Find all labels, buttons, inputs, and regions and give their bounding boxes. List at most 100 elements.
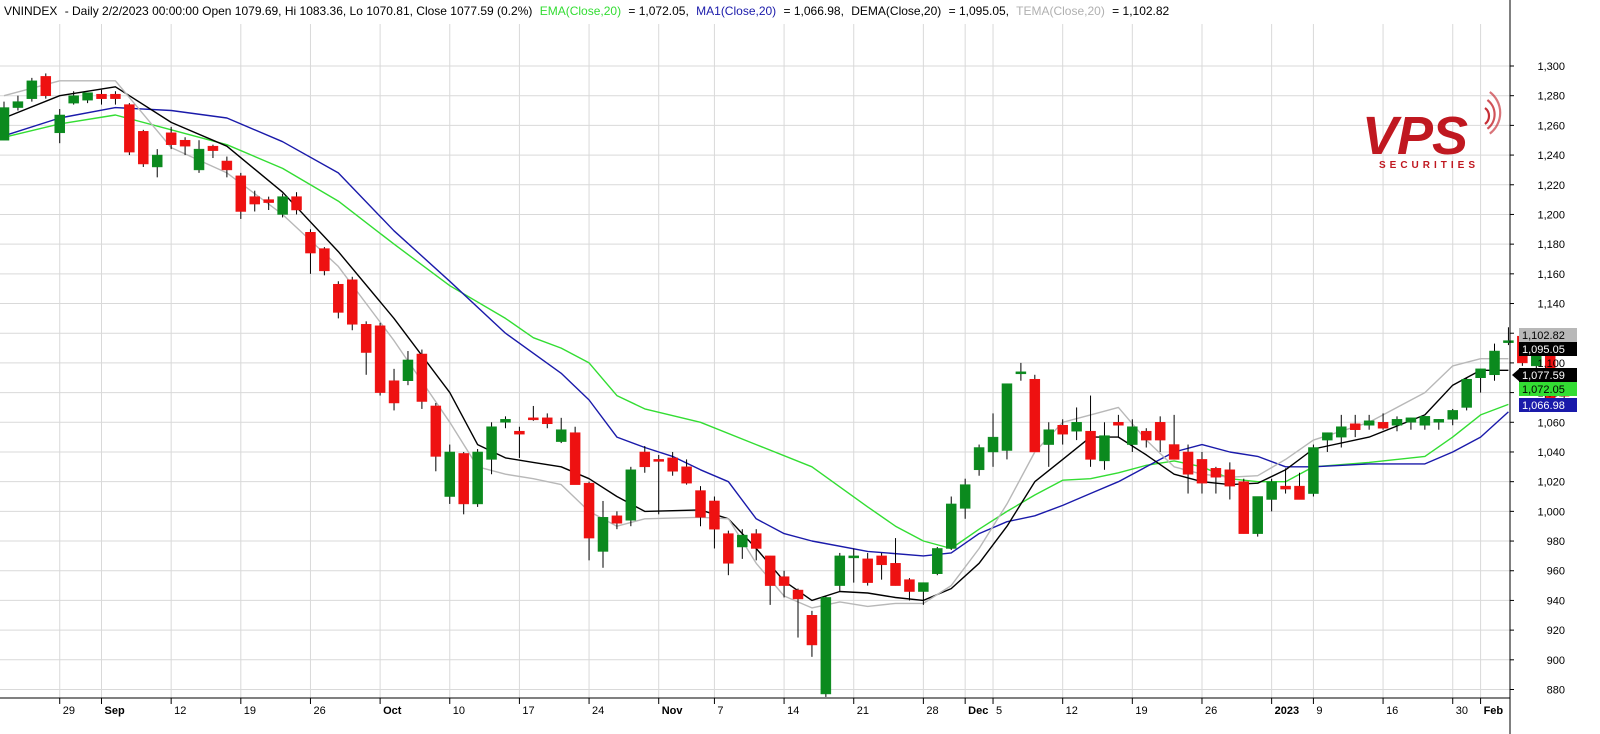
candle-body [1154,422,1166,441]
candle [96,89,107,105]
candle [611,511,623,530]
candle [40,73,52,99]
candle [1349,414,1361,438]
y-tick-label: 940 [1547,595,1565,607]
value-tag: 1,077.59 [1512,368,1577,382]
candle-body [96,93,107,99]
value-tag-label: 1,072.05 [1522,384,1565,396]
indicator-lines [3,80,1509,609]
candle [374,322,386,396]
ma-legend-label: MA1(Close,20) [696,4,776,18]
candle [862,552,873,586]
logo-signal-arc [1489,91,1502,135]
candle [1196,451,1208,494]
candle [1141,428,1152,448]
logo-subtext: SECURITIES [1379,160,1479,171]
candle [1182,444,1194,494]
candle [1433,419,1445,430]
candle [918,582,929,605]
candle [806,610,818,657]
x-tick-label: 12 [1066,705,1078,717]
candle [904,578,915,601]
candle-body [124,104,135,153]
candle-body [1349,423,1361,430]
candle-body [165,132,177,145]
candle-body [834,555,846,586]
candle [1447,408,1458,426]
value-tag-box [1519,382,1577,396]
x-tick-label: 21 [857,705,869,717]
candle [750,529,762,561]
candle-body [305,232,316,254]
candle-body [1196,459,1208,484]
candle-body [1294,485,1305,500]
candle [1391,416,1403,432]
candle-body [820,597,832,695]
candle-body [542,417,553,425]
x-tick-label: 30 [1456,705,1468,717]
candle [820,595,832,697]
candle-body [416,353,428,402]
candle-body [1322,432,1333,441]
candle-body [862,558,873,583]
series-tema-line [3,80,1509,609]
x-tick-label: 9 [1316,705,1322,717]
candle-body [1405,417,1417,423]
value-tag-arrow [1512,368,1520,382]
candle-body [1015,371,1027,375]
candles [0,73,1570,697]
value-tag-label: 1,095.05 [1522,344,1565,356]
candle [402,351,414,386]
candle [82,92,93,104]
tema-legend-value: = 1,102.82 [1112,4,1169,18]
candle-body [681,466,692,484]
value-tag: 1,102.82 [1519,328,1577,342]
candle [1057,419,1068,445]
candle [277,193,288,218]
candle [1280,468,1291,494]
candle [1461,377,1472,411]
candle [1475,368,1486,393]
x-tick-label: 17 [522,705,534,717]
candle-body [945,503,957,549]
candle-body [876,555,887,566]
candle [1099,422,1110,470]
candle-body [263,199,274,203]
x-tick-label: 14 [787,705,799,717]
x-tick-label: 12 [174,705,186,717]
candle [12,95,24,111]
x-tick-label: 7 [717,705,723,717]
candle [834,552,846,592]
candle-body [1127,426,1138,445]
candle-body [1419,416,1431,426]
candle [1071,407,1082,441]
x-tick-label: 19 [244,705,256,717]
x-tick-label: Feb [1484,705,1504,717]
candle-body [639,451,651,468]
candle [1001,383,1013,460]
candle-body [750,533,762,549]
candle [1377,413,1389,430]
chart-header: VNINDEX - Daily 2/2/2023 00:00:00 Open 1… [4,4,1170,18]
x-tick-label: 10 [453,705,465,717]
candle [68,91,79,105]
candle-body [430,405,442,457]
candle-body [709,500,720,530]
candle-body [138,131,149,165]
x-tick-label: Sep [105,705,125,717]
candle-body [918,582,929,592]
candle-body [1280,485,1291,490]
candle-body [1224,469,1236,487]
y-tick-label: 1,300 [1537,61,1565,73]
candle-body [625,469,637,521]
x-tick-label: Oct [383,705,402,717]
candle-body [1113,422,1124,426]
candle-body [12,101,24,108]
value-tag-label: 1,102.82 [1522,330,1565,342]
candle-body [723,533,734,564]
candle [681,459,692,485]
